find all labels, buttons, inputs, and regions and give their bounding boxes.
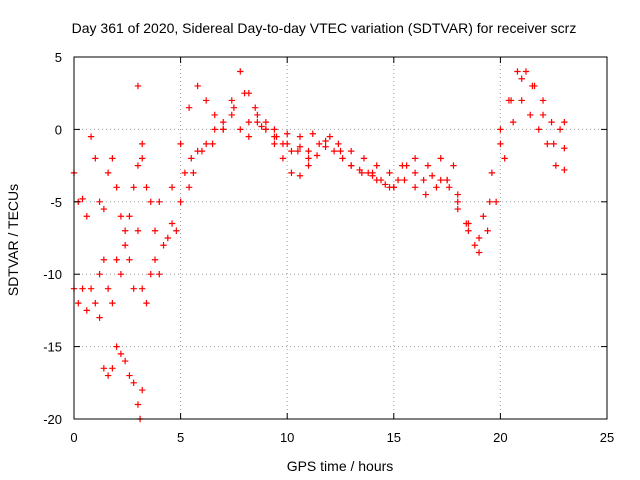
x-tick-label: 20 xyxy=(493,430,507,445)
x-tick-label: 0 xyxy=(70,430,77,445)
y-tick-label: -15 xyxy=(43,340,62,355)
x-axis-label: GPS time / hours xyxy=(287,458,394,474)
y-tick-label: -10 xyxy=(43,267,62,282)
x-tick-label: 10 xyxy=(280,430,294,445)
y-tick-label: 0 xyxy=(55,122,62,137)
x-tick-label: 5 xyxy=(177,430,184,445)
sdtvar-chart: 0 5 10 15 20 25 -20 -15 -10 -5 0 5 Day 361 of 2020,… xyxy=(0,0,640,480)
x-tick-label: 25 xyxy=(600,430,614,445)
y-tick-label: -5 xyxy=(50,195,62,210)
x-tick-label: 15 xyxy=(387,430,401,445)
y-tick-label: 5 xyxy=(55,50,62,65)
chart-title: Day 361 of 2020, Sidereal Day-to-day VTE… xyxy=(72,20,577,36)
y-tick-label: -20 xyxy=(43,412,62,427)
y-axis-label: SDTVAR / TECUs xyxy=(5,184,21,296)
chart-background xyxy=(0,0,640,480)
